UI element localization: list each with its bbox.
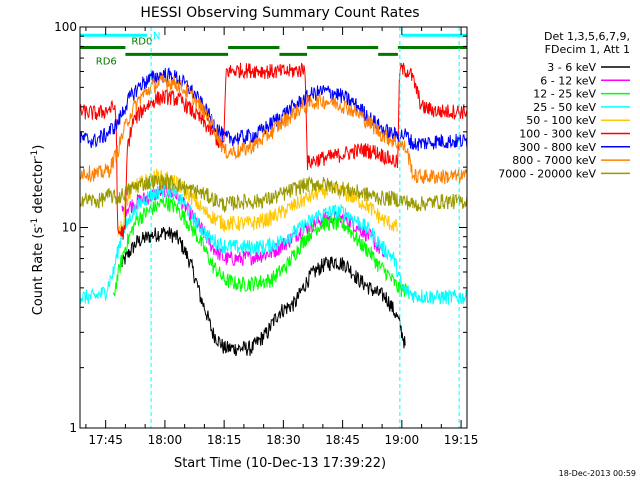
- chart-title: HESSI Observing Summary Count Rates: [140, 5, 419, 21]
- y-axis-label-exp2: -1: [30, 150, 40, 159]
- bar-label-n: N: [153, 31, 160, 42]
- series-3-6keV-line: [121, 226, 406, 357]
- legend-label: 25 - 50 keV: [533, 101, 596, 114]
- footer-date: 18-Dec-2013 00:59: [559, 469, 636, 478]
- legend-item: 3 - 6 keV: [547, 61, 630, 74]
- bar-label-rd6: RD6: [96, 56, 117, 67]
- y-axis-label-main: Count Rate (s: [31, 227, 46, 316]
- series-12-25keV-line: [113, 195, 410, 300]
- x-tick-label: 17:45: [88, 433, 123, 447]
- x-tick-label: 18:15: [207, 433, 242, 447]
- series-800-7000keV-line: [79, 73, 468, 185]
- legend-item: 6 - 12 keV: [540, 74, 630, 87]
- legend-item: 300 - 800 keV: [519, 141, 630, 154]
- x-tick-label: 19:15: [444, 433, 479, 447]
- dashed-time-markers: [150, 27, 460, 428]
- series-100-300keV-line: [79, 62, 468, 240]
- y-axis-label: Count Rate (s-1 detector-1): [30, 145, 46, 316]
- legend-label: 7000 - 20000 keV: [498, 167, 596, 180]
- bar-label-rd0: RD0: [131, 37, 152, 48]
- y-tick-label: 1: [69, 421, 77, 435]
- y-axis-label-mid: detector: [31, 158, 46, 218]
- series-path: [79, 73, 468, 185]
- legend-item: 50 - 100 keV: [526, 114, 630, 127]
- legend-header-line-1: Det 1,3,5,6,7,9,: [544, 30, 630, 43]
- legend-item: 800 - 7000 keV: [512, 154, 630, 167]
- series-7000-20000keV-line: [79, 173, 468, 213]
- legend-label: 800 - 7000 keV: [512, 154, 596, 167]
- x-axis-label: Start Time (10-Dec-13 17:39:22): [174, 456, 386, 471]
- legend-item: 25 - 50 keV: [533, 101, 630, 114]
- x-tick-label: 18:30: [266, 433, 301, 447]
- series-25-50keV-line: [79, 182, 468, 305]
- legend-label: 12 - 25 keV: [533, 88, 596, 101]
- series-path: [79, 182, 468, 305]
- x-tick-label: 18:45: [325, 433, 360, 447]
- series-path: [79, 62, 468, 240]
- y-axis-ticks: 1 10 100: [54, 20, 467, 435]
- legend-item: 100 - 300 keV: [519, 128, 630, 141]
- legend-item: 12 - 25 keV: [533, 88, 630, 101]
- x-axis-ticks: 17:45 18:00 18:15 18:30 18:45 19:00 19:15: [85, 27, 479, 447]
- legend-header-line-2: FDecim 1, Att 1: [545, 43, 630, 56]
- series-300-800keV-line: [79, 67, 468, 152]
- legend-label: 300 - 800 keV: [519, 141, 596, 154]
- y-tick-label: 10: [62, 221, 77, 235]
- y-axis-label-exp1: -1: [30, 218, 40, 227]
- legend-label: 3 - 6 keV: [547, 61, 596, 74]
- x-tick-label: 18:00: [148, 433, 183, 447]
- series-layer: [79, 62, 468, 357]
- series-path: [121, 226, 406, 357]
- y-tick-label: 100: [54, 20, 77, 34]
- series-path: [79, 173, 468, 213]
- series-path: [79, 67, 468, 152]
- legend: Det 1,3,5,6,7,9, FDecim 1, Att 1 3 - 6 k…: [498, 30, 630, 180]
- legend-label: 50 - 100 keV: [526, 114, 596, 127]
- legend-label: 100 - 300 keV: [519, 128, 596, 141]
- legend-label: 6 - 12 keV: [540, 74, 596, 87]
- x-tick-label: 19:00: [385, 433, 420, 447]
- legend-item: 7000 - 20000 keV: [498, 167, 630, 180]
- y-axis-label-end: ): [31, 145, 46, 150]
- series-path: [113, 195, 410, 300]
